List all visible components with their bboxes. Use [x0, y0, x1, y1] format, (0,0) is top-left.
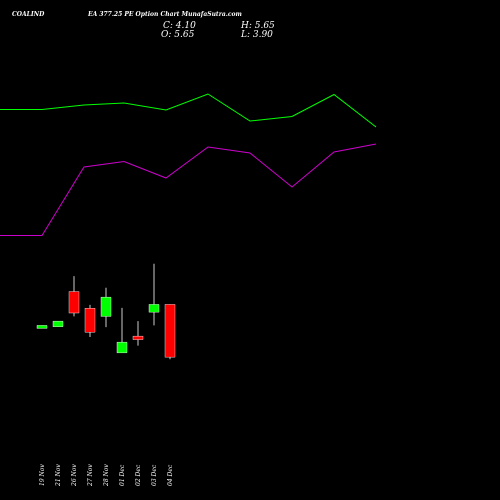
bull-candle-body: [36, 325, 48, 329]
close-value: C: 4.10: [163, 21, 196, 31]
bull-candle-body: [52, 320, 64, 327]
x-tick-label: 04 Dec: [167, 464, 174, 486]
symbol-title: COALIND: [12, 11, 45, 18]
candles-group: [36, 263, 176, 360]
x-tick-label: 02 Dec: [135, 464, 142, 486]
low-value: L: 3.90: [241, 30, 273, 40]
open-value: O: 5.65: [161, 30, 195, 40]
lower-indicator-line: [0, 143, 377, 236]
bear-candle-body: [132, 335, 144, 340]
high-value: H: 5.65: [241, 21, 275, 31]
x-tick-label: 27 Nov: [87, 464, 94, 487]
x-tick-label: 26 Nov: [71, 464, 78, 487]
bear-candle-body: [164, 304, 176, 358]
x-tick-label: 01 Dec: [119, 464, 126, 486]
bear-candle-body: [68, 291, 80, 314]
x-tick-label: 28 Nov: [103, 464, 110, 487]
x-tick-label: 21 Nov: [55, 464, 62, 487]
chart-subtitle: EA 377.25 PE Option Chart MunafaSutra.co…: [88, 11, 242, 18]
bear-candle-body: [84, 308, 96, 333]
x-tick-label: 03 Dec: [151, 464, 158, 486]
upper-indicator-line: [0, 93, 377, 128]
bull-candle-body: [148, 304, 160, 313]
x-tick-label: 19 Nov: [39, 464, 46, 486]
bull-candle-body: [116, 341, 128, 354]
bull-candle-body: [100, 296, 112, 317]
x-axis-labels: 19 Nov 21 Nov 26 Nov 27 Nov 28 Nov 01 Dec 02 D…: [39, 464, 174, 487]
